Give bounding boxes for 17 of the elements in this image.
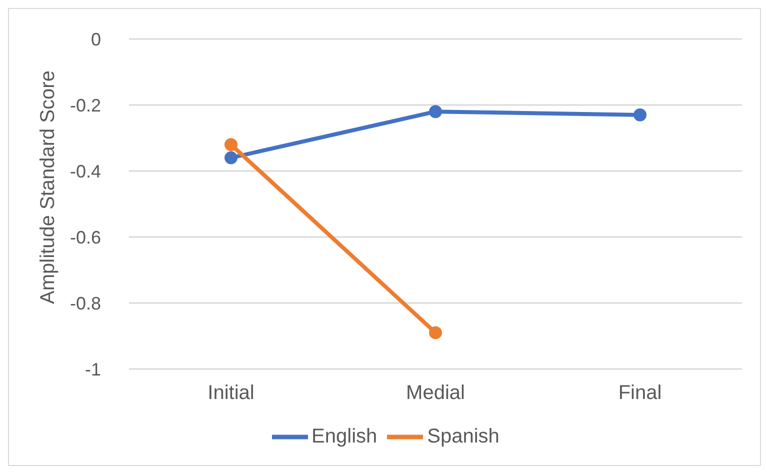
x-tick-label: Medial <box>406 382 465 404</box>
point <box>429 326 442 340</box>
y-tick-label: -0.6 <box>70 227 101 248</box>
y-tick-label: -0.4 <box>70 161 101 182</box>
x-tick-label: Initial <box>208 382 254 404</box>
y-tick-label: 0 <box>90 29 101 50</box>
point <box>224 151 238 164</box>
x-tick-label: Final <box>618 382 662 404</box>
y-tick-label: -0.8 <box>70 293 101 314</box>
y-tick-label: -0.2 <box>70 95 101 116</box>
legend-label: Spanish <box>427 425 500 448</box>
point <box>429 105 442 118</box>
legend-label: English <box>312 425 378 448</box>
y-axis-title: Amplitude Standard Score <box>37 70 60 304</box>
point <box>634 108 646 122</box>
y-tick-label: -1 <box>84 359 101 380</box>
point <box>224 138 238 152</box>
